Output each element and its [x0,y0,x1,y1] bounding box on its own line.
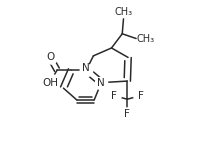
Text: F: F [111,91,117,101]
Text: CH₃: CH₃ [137,34,155,44]
Text: F: F [124,109,130,119]
Text: N: N [82,63,90,73]
Text: N: N [97,78,105,88]
Text: CH₃: CH₃ [114,7,132,17]
Text: OH: OH [43,78,59,88]
Text: O: O [46,52,55,62]
Text: F: F [138,91,144,101]
